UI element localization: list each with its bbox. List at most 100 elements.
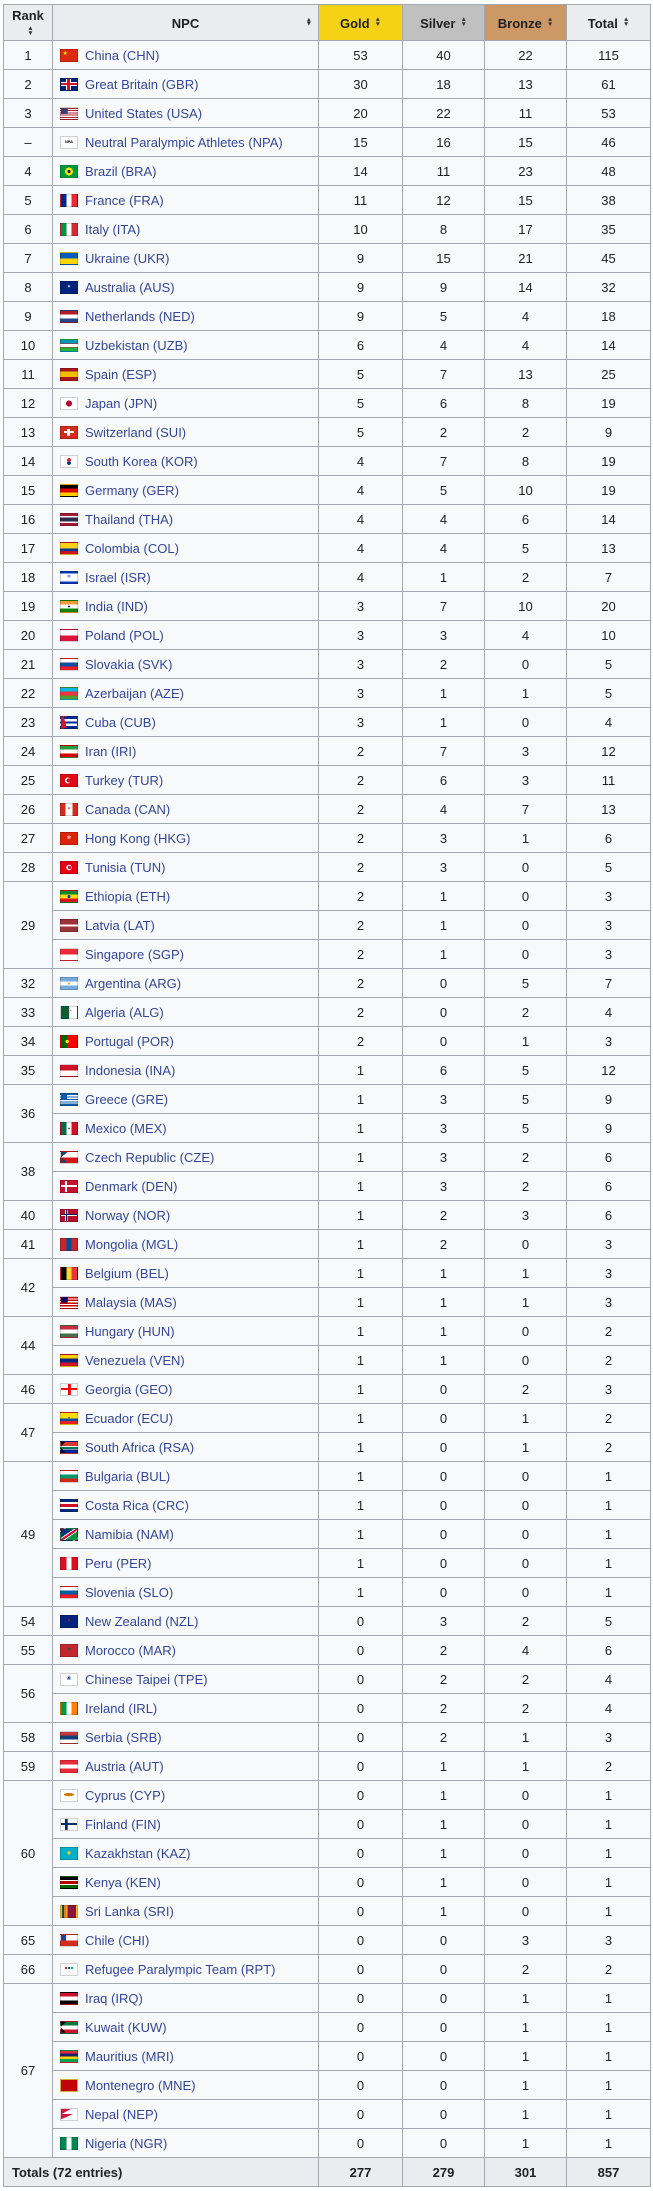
npc-link[interactable]: Montenegro (MNE) [85,2077,196,2093]
npc-link[interactable]: France (FRA) [85,192,164,208]
rank-cell: 24 [3,736,53,767]
npc-link[interactable]: Brazil (BRA) [85,163,157,179]
npc-link[interactable]: Azerbaijan (AZE) [85,685,184,701]
npc-link[interactable]: Israel (ISR) [85,569,151,585]
npc-link[interactable]: Slovenia (SLO) [85,1584,174,1600]
npc-link[interactable]: Cyprus (CYP) [85,1787,166,1803]
npc-link[interactable]: Singapore (SGP) [85,946,184,962]
npc-link[interactable]: Algeria (ALG) [85,1004,164,1020]
npc-link[interactable]: Spain (ESP) [85,366,157,382]
npc-link[interactable]: Poland (POL) [85,627,164,643]
npc-link[interactable]: Morocco (MAR) [85,1642,177,1658]
col-header-label: Rank [12,8,44,24]
table-row: 49 Bulgaria (BUL) 1 0 0 1 [3,1461,651,1608]
npc-link[interactable]: Colombia (COL) [85,540,179,556]
npc-link[interactable]: Mexico (MEX) [85,1120,167,1136]
npc-link[interactable]: Denmark (DEN) [85,1178,178,1194]
npc-link[interactable]: Bulgaria (BUL) [85,1468,171,1484]
npc-link[interactable]: Iraq (IRQ) [85,1990,143,2006]
npc-link[interactable]: Ireland (IRL) [85,1700,158,1716]
npc-link[interactable]: Hungary (HUN) [85,1323,175,1339]
col-header-silver[interactable]: Silver ▲ ▼ [402,3,485,42]
bronze-cell: 1 [484,2070,567,2101]
npc-cell: South Africa (RSA) [52,1432,319,1463]
npc-link[interactable]: Argentina (ARG) [85,975,182,991]
rank-cell: 40 [3,1200,53,1231]
col-header-total[interactable]: Total ▲ ▼ [566,3,651,42]
npc-link[interactable]: Costa Rica (CRC) [85,1497,190,1513]
col-header-gold[interactable]: Gold ▲ ▼ [318,3,403,42]
npc-link[interactable]: India (IND) [85,598,148,614]
gold-cell: 1 [318,1374,403,1405]
npc-link[interactable]: Austria (AUT) [85,1758,164,1774]
npc-link[interactable]: Iran (IRI) [85,743,137,759]
npc-link[interactable]: Indonesia (INA) [85,1062,176,1078]
npc-link[interactable]: Italy (ITA) [85,221,141,237]
npc-link[interactable]: Belgium (BEL) [85,1265,169,1281]
npc-link[interactable]: Uzbekistan (UZB) [85,337,188,353]
npc-link[interactable]: South Africa (RSA) [85,1439,195,1455]
npc-link[interactable]: Kuwait (KUW) [85,2019,167,2035]
npc-link[interactable]: Georgia (GEO) [85,1381,173,1397]
npc-link[interactable]: Japan (JPN) [85,395,158,411]
npc-link[interactable]: Germany (GER) [85,482,179,498]
flag-icon-aut [60,1759,78,1773]
npc-link[interactable]: Nigeria (NGR) [85,2135,168,2151]
npc-link[interactable]: Ukraine (UKR) [85,250,170,266]
npc-link[interactable]: Finland (FIN) [85,1816,161,1832]
rank-cell: 59 [3,1751,53,1782]
col-header-rank[interactable]: Rank ▲ ▼ [3,3,53,42]
flag-icon-tha [60,512,78,526]
npc-link[interactable]: Great Britain (GBR) [85,76,199,92]
flag-icon-crc [60,1498,78,1512]
npc-link[interactable]: Switzerland (SUI) [85,424,187,440]
npc-link[interactable]: Mauritius (MRI) [85,2048,174,2064]
npc-link[interactable]: Neutral Paralympic Athletes (NPA) [85,134,283,150]
npc-link[interactable]: Ecuador (ECU) [85,1410,174,1426]
npc-link[interactable]: Czech Republic (CZE) [85,1149,215,1165]
npc-link[interactable]: Canada (CAN) [85,801,171,817]
flag-icon-por [60,1034,78,1048]
total-cell: 5 [566,649,651,680]
npc-link[interactable]: Serbia (SRB) [85,1729,162,1745]
table-row: 66 Refugee Paralympic Team (RPT) 0 0 2 2 [3,1954,651,1985]
npc-link[interactable]: Refugee Paralympic Team (RPT) [85,1961,276,1977]
npc-link[interactable]: Greece (GRE) [85,1091,169,1107]
npc-link[interactable]: Kenya (KEN) [85,1874,161,1890]
npc-link[interactable]: Tunisia (TUN) [85,859,166,875]
npc-link[interactable]: South Korea (KOR) [85,453,198,469]
npc-link[interactable]: Mongolia (MGL) [85,1236,179,1252]
npc-link[interactable]: Namibia (NAM) [85,1526,174,1542]
npc-link[interactable]: Nepal (NEP) [85,2106,158,2122]
col-header-npc[interactable]: NPC ▲ ▼ [52,3,319,42]
npc-link[interactable]: Sri Lanka (SRI) [85,1903,174,1919]
npc-link[interactable]: Malaysia (MAS) [85,1294,177,1310]
npc-cell: Serbia (SRB) [52,1722,319,1753]
npc-link[interactable]: China (CHN) [85,47,160,63]
npc-link[interactable]: Latvia (LAT) [85,917,155,933]
npc-link[interactable]: Netherlands (NED) [85,308,195,324]
total-cell: 3 [566,1258,651,1289]
col-header-bronze[interactable]: Bronze ▲ ▼ [484,3,567,42]
npc-link[interactable]: Hong Kong (HKG) [85,830,191,846]
npc-link[interactable]: Turkey (TUR) [85,772,164,788]
gold-cell: 1 [318,1403,403,1434]
gold-cell: 1 [318,1577,403,1608]
npc-link[interactable]: Thailand (THA) [85,511,174,527]
flag-icon-aze [60,686,78,700]
total-cell: 4 [566,1693,651,1724]
npc-link[interactable]: United States (USA) [85,105,203,121]
npc-link[interactable]: Peru (PER) [85,1555,152,1571]
npc-link[interactable]: Kazakhstan (KAZ) [85,1845,191,1861]
npc-link[interactable]: Venezuela (VEN) [85,1352,185,1368]
total-cell: 10 [566,620,651,651]
npc-link[interactable]: Slovakia (SVK) [85,656,173,672]
npc-link[interactable]: Ethiopia (ETH) [85,888,171,904]
npc-link[interactable]: Norway (NOR) [85,1207,171,1223]
npc-link[interactable]: Cuba (CUB) [85,714,156,730]
npc-link[interactable]: New Zealand (NZL) [85,1613,199,1629]
npc-link[interactable]: Chile (CHI) [85,1932,150,1948]
npc-link[interactable]: Chinese Taipei (TPE) [85,1671,208,1687]
npc-link[interactable]: Portugal (POR) [85,1033,174,1049]
npc-link[interactable]: Australia (AUS) [85,279,175,295]
